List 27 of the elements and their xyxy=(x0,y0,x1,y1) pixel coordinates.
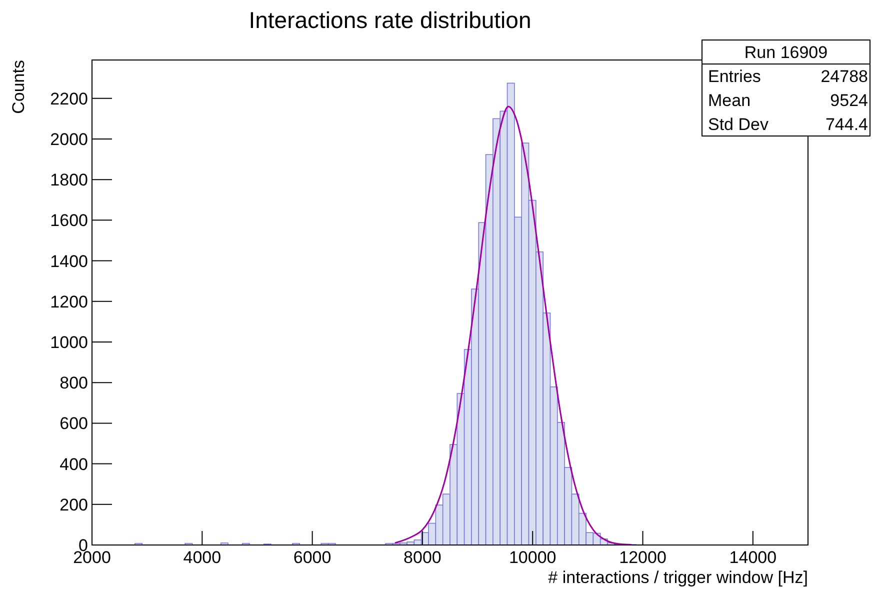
y-tick-label: 2000 xyxy=(50,130,88,149)
x-tick-label: 8000 xyxy=(404,548,442,567)
y-tick-label: 1800 xyxy=(50,170,88,190)
annotation: Mean xyxy=(708,91,751,110)
annotation: Run 16909 xyxy=(744,43,828,62)
y-tick-label: 400 xyxy=(60,454,88,474)
y-tick-label: 1200 xyxy=(50,292,88,312)
y-tick-label: 600 xyxy=(60,414,88,434)
x-tick-label: 14000 xyxy=(729,548,777,567)
y-axis-title: Counts xyxy=(9,60,28,114)
x-axis-title: # interactions / trigger window [Hz] xyxy=(548,568,808,587)
x-tick-label: 12000 xyxy=(619,548,666,567)
x-tick-label: 4000 xyxy=(183,548,222,567)
annotation: Entries xyxy=(708,67,761,86)
annotation: Std Dev xyxy=(708,115,769,134)
y-tick-label: 200 xyxy=(60,495,88,514)
text: 24788 xyxy=(820,67,868,86)
y-tick-label: 2200 xyxy=(50,89,88,108)
x-tick-label: 6000 xyxy=(293,548,332,567)
y-tick-label: 1000 xyxy=(50,332,88,352)
y-tick-label: 1400 xyxy=(50,252,88,271)
chart-title: Interactions rate distribution xyxy=(248,7,532,33)
x-tick-label: 10000 xyxy=(508,548,556,567)
y-tick-label: 800 xyxy=(60,374,88,393)
y-tick-label: 1600 xyxy=(50,211,88,230)
text: 744.4 xyxy=(825,115,868,134)
text: 9524 xyxy=(830,91,868,110)
